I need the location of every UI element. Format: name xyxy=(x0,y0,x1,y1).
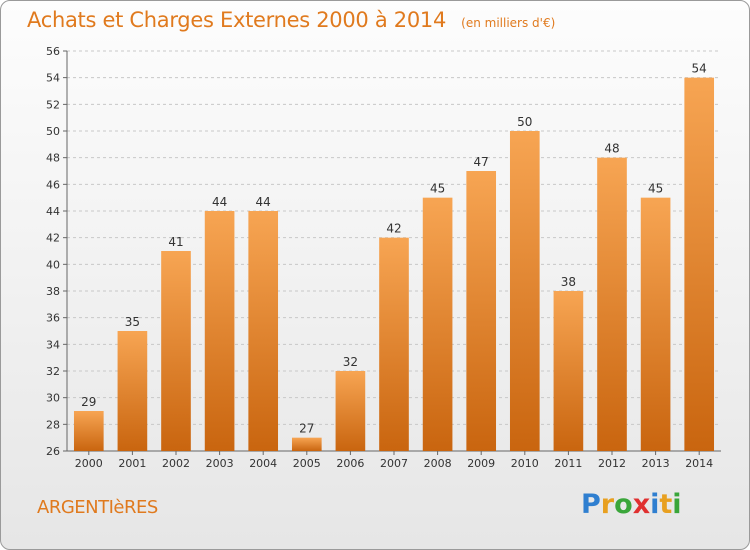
chart-title: Achats et Charges Externes 2000 à 2014 xyxy=(27,8,447,32)
data-label: 45 xyxy=(430,182,445,196)
y-tick-label: 30 xyxy=(46,392,60,405)
y-tick-label: 56 xyxy=(46,45,60,58)
logo-letter: r xyxy=(600,489,615,520)
bar xyxy=(73,411,104,451)
y-tick-label: 52 xyxy=(46,98,60,111)
bar xyxy=(291,437,322,451)
y-tick-label: 32 xyxy=(46,365,60,378)
bar xyxy=(161,251,191,451)
x-tick-label: 2006 xyxy=(336,457,364,470)
x-tick-label: 2003 xyxy=(206,457,234,470)
place-name: ARGENTIèRES xyxy=(37,497,158,518)
x-tick-label: 2010 xyxy=(511,457,539,470)
x-tick-label: 2000 xyxy=(75,457,103,470)
data-label: 32 xyxy=(343,355,358,369)
labels: 26 28 30 32 34 36 38 40 42 44 46 48 50 52 54 56 29 2000 35… xyxy=(46,45,713,470)
logo-letter: x xyxy=(632,489,651,520)
x-tick-label: 2004 xyxy=(249,457,277,470)
y-tick-label: 50 xyxy=(46,125,60,138)
logo-letter: i xyxy=(672,489,682,520)
data-label: 47 xyxy=(474,155,489,169)
data-label: 29 xyxy=(81,395,96,409)
y-tick-label: 28 xyxy=(46,418,60,431)
y-tick-label: 38 xyxy=(46,285,60,298)
x-tick-label: 2012 xyxy=(598,457,626,470)
data-label: 45 xyxy=(648,182,663,196)
data-label: 27 xyxy=(299,422,314,436)
bar xyxy=(597,157,627,451)
x-tick-label: 2009 xyxy=(467,457,495,470)
y-tick-label: 48 xyxy=(46,152,60,165)
chart-subtitle: (en milliers d'€) xyxy=(461,16,556,30)
y-tick-label: 26 xyxy=(46,445,60,458)
data-label: 54 xyxy=(692,62,707,76)
bar xyxy=(117,331,148,451)
y-tick-label: 34 xyxy=(46,338,60,351)
y-tick-label: 40 xyxy=(46,258,60,271)
data-label: 42 xyxy=(386,222,401,236)
bar xyxy=(248,211,279,451)
data-label: 50 xyxy=(517,115,532,129)
x-tick-label: 2011 xyxy=(554,457,582,470)
x-tick-label: 2005 xyxy=(293,457,321,470)
y-tick-label: 46 xyxy=(46,178,60,191)
x-tick-label: 2001 xyxy=(118,457,146,470)
data-label: 41 xyxy=(168,235,183,249)
bar xyxy=(379,237,409,451)
x-tick-label: 2008 xyxy=(424,457,452,470)
data-label: 44 xyxy=(212,195,227,209)
bars xyxy=(73,77,715,452)
bar xyxy=(204,211,235,451)
y-tick-label: 54 xyxy=(46,72,60,85)
logo-letter: P xyxy=(581,489,601,520)
bar xyxy=(640,197,671,451)
x-tick-label: 2014 xyxy=(685,457,713,470)
data-label: 44 xyxy=(256,195,271,209)
bar xyxy=(422,197,453,451)
bar xyxy=(684,77,715,452)
logo-letter: o xyxy=(614,489,633,520)
data-label: 38 xyxy=(561,275,576,289)
logo-letter: i xyxy=(650,489,660,520)
y-tick-label: 36 xyxy=(46,312,60,325)
bar xyxy=(335,371,366,451)
bar xyxy=(466,171,497,451)
x-tick-label: 2007 xyxy=(380,457,408,470)
bar xyxy=(553,291,584,451)
data-label: 48 xyxy=(604,142,619,156)
x-tick-label: 2013 xyxy=(642,457,670,470)
y-tick-label: 44 xyxy=(46,205,60,218)
data-label: 35 xyxy=(125,315,140,329)
x-tick-label: 2002 xyxy=(162,457,190,470)
chart-title-row: Achats et Charges Externes 2000 à 2014 (… xyxy=(27,8,555,32)
logo-letter: t xyxy=(659,489,673,520)
bar xyxy=(509,131,540,451)
y-tick-label: 42 xyxy=(46,232,60,245)
proxiti-logo: Proxiti xyxy=(581,489,682,520)
